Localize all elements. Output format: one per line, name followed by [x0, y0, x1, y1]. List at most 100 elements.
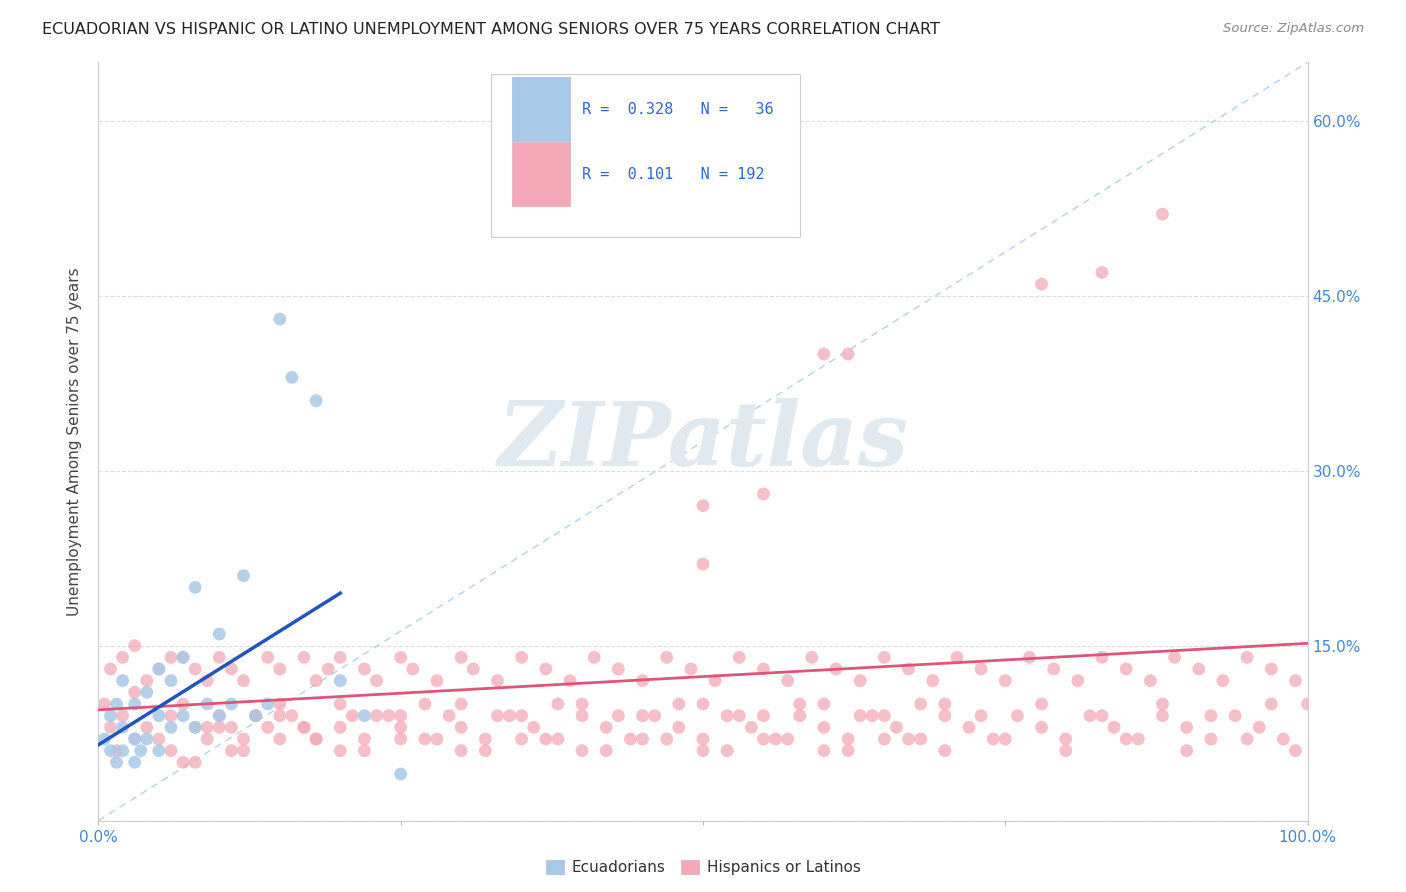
Point [716, 708, 738, 723]
Point [474, 744, 496, 758]
Point [1018, 650, 1040, 665]
Point [1067, 673, 1090, 688]
Point [124, 756, 146, 770]
Point [413, 697, 436, 711]
Point [160, 744, 183, 758]
Point [172, 756, 194, 770]
Point [934, 744, 956, 758]
Point [256, 650, 278, 665]
Point [426, 673, 449, 688]
Point [558, 673, 581, 688]
Point [100, 744, 122, 758]
Point [776, 731, 799, 746]
Point [100, 662, 122, 676]
Point [269, 697, 291, 711]
Point [668, 697, 690, 711]
Point [413, 731, 436, 746]
FancyBboxPatch shape [512, 142, 569, 206]
Point [523, 720, 546, 734]
Point [728, 650, 751, 665]
Point [1236, 731, 1258, 746]
Point [160, 673, 183, 688]
Point [655, 731, 678, 746]
Point [129, 744, 152, 758]
Point [740, 720, 762, 734]
Point [269, 662, 291, 676]
Point [221, 662, 243, 676]
Point [692, 499, 714, 513]
Point [184, 756, 207, 770]
Point [534, 731, 557, 746]
Point [450, 697, 472, 711]
Point [510, 731, 533, 746]
Point [450, 720, 472, 734]
Point [1199, 708, 1222, 723]
Point [692, 731, 714, 746]
Point [135, 731, 157, 746]
Point [655, 650, 678, 665]
Point [1188, 662, 1211, 676]
Point [148, 744, 170, 758]
Point [1284, 744, 1306, 758]
Point [105, 697, 128, 711]
Point [172, 650, 194, 665]
Point [160, 650, 183, 665]
Point [994, 673, 1017, 688]
Point [946, 650, 969, 665]
Point [269, 708, 291, 723]
Point [1007, 708, 1029, 723]
Point [1284, 673, 1306, 688]
Point [692, 697, 714, 711]
Point [366, 708, 388, 723]
Point [353, 708, 375, 723]
Point [607, 708, 630, 723]
Point [208, 650, 231, 665]
Point [377, 708, 399, 723]
Point [813, 744, 835, 758]
Point [1102, 720, 1125, 734]
Point [486, 708, 509, 723]
Point [135, 673, 157, 688]
Point [402, 662, 425, 676]
Point [631, 708, 654, 723]
Point [269, 312, 291, 326]
Point [704, 673, 727, 688]
Point [389, 720, 412, 734]
Point [716, 744, 738, 758]
Point [619, 731, 641, 746]
Point [195, 731, 218, 746]
Point [105, 744, 128, 758]
Point [124, 639, 146, 653]
Point [329, 720, 352, 734]
Point [1152, 697, 1174, 711]
Point [1091, 708, 1114, 723]
Point [668, 720, 690, 734]
Point [547, 697, 569, 711]
Point [389, 650, 412, 665]
Point [1091, 650, 1114, 665]
Point [813, 720, 835, 734]
Point [873, 731, 896, 746]
Point [172, 708, 194, 723]
Point [292, 720, 315, 734]
Point [208, 708, 231, 723]
Point [571, 708, 593, 723]
Point [607, 662, 630, 676]
Point [1175, 720, 1198, 734]
Point [510, 650, 533, 665]
Point [437, 708, 460, 723]
Point [957, 720, 980, 734]
Point [1199, 731, 1222, 746]
Point [148, 731, 170, 746]
Point [765, 731, 787, 746]
Point [486, 673, 509, 688]
Point [1236, 650, 1258, 665]
Point [305, 731, 328, 746]
Point [752, 487, 775, 501]
Point [100, 708, 122, 723]
Text: Source: ZipAtlas.com: Source: ZipAtlas.com [1223, 22, 1364, 36]
Point [305, 393, 328, 408]
Point [281, 708, 304, 723]
Point [111, 720, 134, 734]
Point [1139, 673, 1161, 688]
